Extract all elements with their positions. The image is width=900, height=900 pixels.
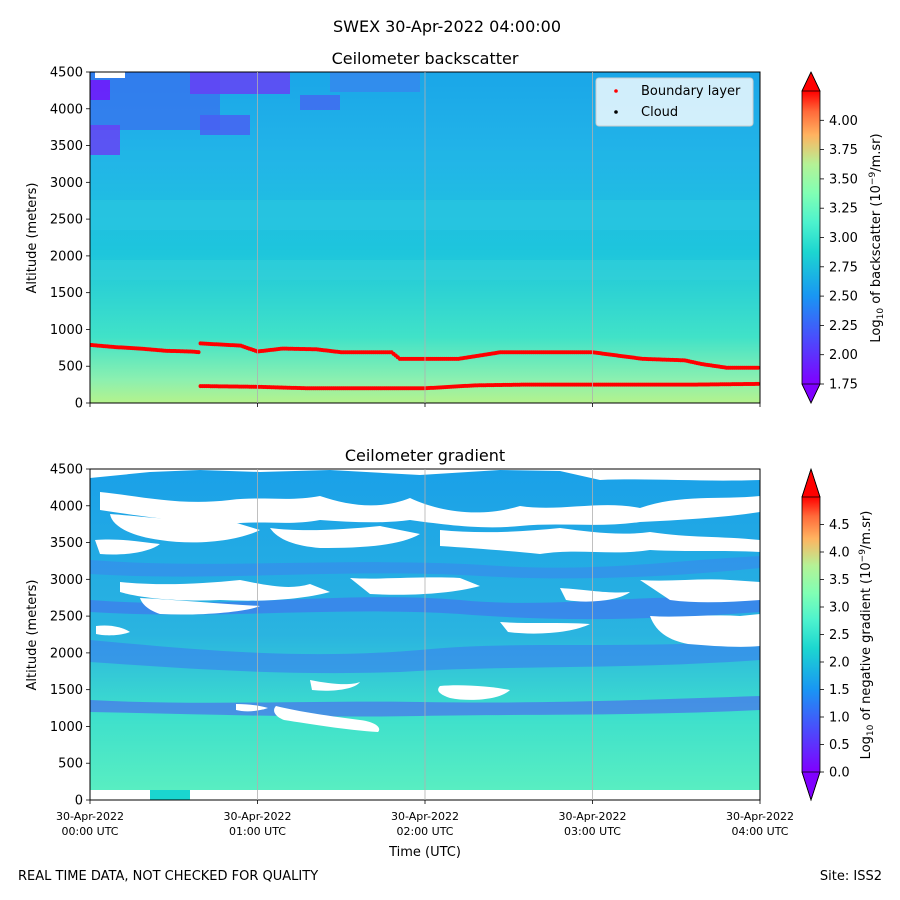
boundary-layer-point xyxy=(756,365,760,370)
backscatter-colorbar-body xyxy=(802,91,820,384)
colorbar-tick-label: 0.5 xyxy=(829,738,850,753)
suptitle: SWEX 30-Apr-2022 04:00:00 xyxy=(333,17,561,36)
colorbar-tick-label: 4.0 xyxy=(829,546,850,561)
backscatter-colorbar-label: Log10 of backscatter (10−9/m.sr) xyxy=(868,133,886,342)
x-tick-time: 03:00 UTC xyxy=(564,825,621,838)
gradient-colorbar-extend-min xyxy=(801,771,821,802)
colorbar-tick-label: 3.50 xyxy=(829,172,858,187)
gradient-panel: Ceilometer gradient xyxy=(25,446,876,860)
y-tick-label: 4000 xyxy=(50,499,83,514)
backscatter-missing-patch xyxy=(95,72,125,78)
legend-box xyxy=(595,77,754,127)
backscatter-title: Ceilometer backscatter xyxy=(332,49,519,68)
y-tick-label: 1000 xyxy=(50,720,83,735)
x-tick-date: 30-Apr-2022 xyxy=(391,810,459,823)
y-tick-label: 2000 xyxy=(50,249,83,264)
colorbar-tick-label: 3.75 xyxy=(829,143,858,158)
colorbar-tick-label: 1.5 xyxy=(829,683,850,698)
colorbar-tick-label: 3.0 xyxy=(829,601,850,616)
gradient-colorbar-extend-max xyxy=(801,467,821,498)
time-x-axis: 30-Apr-2022 00:00 UTC 30-Apr-2022 01:00 UTC… xyxy=(56,810,794,838)
gradient-y-axis: 0 500 1000 1500 2000 2500 3000 3500 4000 4500 xyxy=(50,463,90,809)
x-tick-time: 04:00 UTC xyxy=(731,825,788,838)
x-tick-time: 02:00 UTC xyxy=(396,825,453,838)
gradient-colorbar: 0.0 0.5 1.0 1.5 2.0 2.5 3.0 3.5 4.0 4.5 Log10 of … xyxy=(801,467,876,802)
y-tick-label: 3500 xyxy=(50,139,83,154)
colorbar-tick-label: 3.00 xyxy=(829,231,858,246)
backscatter-legend: Boundary layer Cloud xyxy=(595,77,754,127)
gradient-ylabel: Altitude (meters) xyxy=(25,580,40,691)
backscatter-colorbar-extend-max xyxy=(801,71,821,92)
y-tick-label: 500 xyxy=(58,757,83,772)
x-tick-time: 01:00 UTC xyxy=(229,825,286,838)
gradient-bottom-patch xyxy=(150,790,190,800)
legend-boundary-label: Boundary layer xyxy=(641,84,741,99)
colorbar-tick-label: 1.75 xyxy=(829,378,858,393)
site-label: Site: ISS2 xyxy=(819,869,882,884)
colorbar-tick-label: 2.5 xyxy=(829,628,850,643)
y-tick-label: 1000 xyxy=(50,323,83,338)
backscatter-colorbar-outline xyxy=(801,71,821,404)
y-tick-label: 2500 xyxy=(50,213,83,228)
colorbar-tick-label: 4.00 xyxy=(829,114,858,129)
colorbar-tick-label: 3.5 xyxy=(829,573,850,588)
x-tick-date: 30-Apr-2022 xyxy=(726,810,794,823)
y-tick-label: 0 xyxy=(75,794,83,809)
y-tick-label: 3000 xyxy=(50,573,83,588)
y-tick-label: 1500 xyxy=(50,286,83,301)
gradient-title: Ceilometer gradient xyxy=(345,446,505,465)
y-tick-label: 500 xyxy=(58,360,83,375)
backscatter-low-signal-patches xyxy=(90,72,420,155)
x-tick-date: 30-Apr-2022 xyxy=(223,810,291,823)
y-tick-label: 1500 xyxy=(50,683,83,698)
boundary-layer-point xyxy=(756,381,760,386)
time-gridlines xyxy=(89,72,761,804)
colorbar-tick-label: 2.0 xyxy=(829,656,850,671)
colorbar-tick-label: 2.25 xyxy=(829,319,858,334)
gradient-colorbar-label: Log10 of negative gradient (10−9/m.sr) xyxy=(858,511,876,760)
boundary-layer-point xyxy=(196,350,201,355)
y-tick-label: 0 xyxy=(75,397,83,412)
colorbar-tick-label: 1.0 xyxy=(829,711,850,726)
x-axis-label: Time (UTC) xyxy=(388,845,461,860)
x-tick-date: 30-Apr-2022 xyxy=(558,810,626,823)
y-tick-label: 2000 xyxy=(50,646,83,661)
colorbar-tick-label: 4.5 xyxy=(829,518,850,533)
gradient-colorbar-body xyxy=(802,497,820,772)
y-tick-label: 3000 xyxy=(50,176,83,191)
y-tick-label: 4000 xyxy=(50,102,83,117)
colorbar-tick-label: 2.75 xyxy=(829,260,858,275)
backscatter-colorbar: 1.75 2.00 2.25 2.50 2.75 3.00 3.25 3.50 3.75 4.00… xyxy=(801,71,886,404)
colorbar-tick-label: 2.00 xyxy=(829,348,858,363)
x-tick-date: 30-Apr-2022 xyxy=(56,810,124,823)
backscatter-colorbar-extend-min xyxy=(801,383,821,404)
backscatter-ylabel: Altitude (meters) xyxy=(25,183,40,294)
legend-boundary-marker xyxy=(614,89,618,93)
colorbar-tick-label: 3.25 xyxy=(829,202,858,217)
backscatter-y-axis: 0 500 1000 1500 2000 2500 3000 3500 4000 4500 xyxy=(50,66,90,412)
y-tick-label: 2500 xyxy=(50,610,83,625)
backscatter-panel: Ceilometer backscatter 0 500 1000 1500 2000 2… xyxy=(25,49,886,412)
legend-cloud-marker xyxy=(614,110,618,114)
y-tick-label: 3500 xyxy=(50,536,83,551)
boundary-layer-markers xyxy=(90,341,760,391)
y-tick-label: 4500 xyxy=(50,463,83,478)
colorbar-tick-label: 0.0 xyxy=(829,766,850,781)
y-tick-label: 4500 xyxy=(50,66,83,81)
quality-disclaimer: REAL TIME DATA, NOT CHECKED FOR QUALITY xyxy=(18,869,319,884)
gradient-colorbar-ticks: 0.0 0.5 1.0 1.5 2.0 2.5 3.0 3.5 4.0 4.5 xyxy=(820,518,850,781)
x-tick-time: 00:00 UTC xyxy=(61,825,118,838)
gradient-colorbar-outline xyxy=(801,468,821,802)
legend-cloud-label: Cloud xyxy=(641,105,678,120)
colorbar-tick-label: 2.50 xyxy=(829,290,858,305)
backscatter-colorbar-ticks: 1.75 2.00 2.25 2.50 2.75 3.00 3.25 3.50 3.75 4.00 xyxy=(820,114,858,393)
